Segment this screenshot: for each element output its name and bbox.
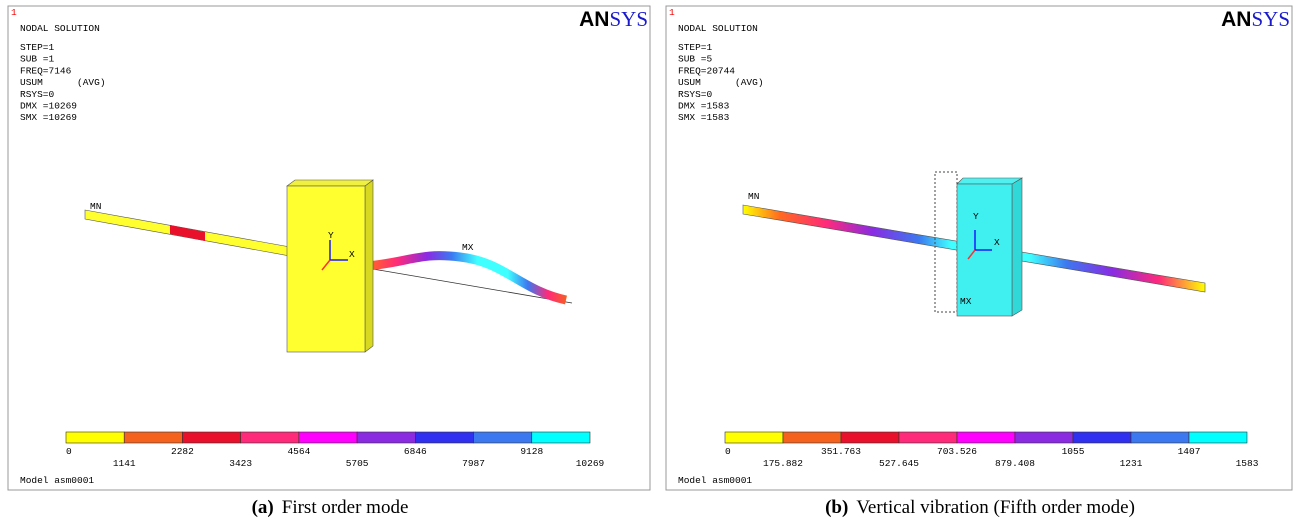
axis-z [967,249,976,260]
legend-label: 0 [66,446,72,457]
legend-label: 351.763 [821,446,861,457]
max-label: MX [462,242,474,253]
caption-text: Vertical vibration (Fifth order mode) [856,497,1135,518]
legend-label: 1055 [1062,446,1085,457]
axis-y-label: Y [328,230,334,241]
deformed-beam [366,251,568,305]
panel-b [665,5,1293,491]
legend-label: 1231 [1120,458,1143,469]
axis-y-label: Y [973,211,979,222]
max-label: MX [960,296,972,307]
caption-tag: (a) [252,497,274,518]
window-number: 1 [11,7,17,18]
legend-cell [1130,431,1190,444]
logo: ANSYS [579,7,648,31]
caption: (b) Vertical vibration (Fifth order mode) [825,497,1135,518]
legend-cell [724,431,784,444]
legend-cell [123,431,183,444]
legend-label: 7987 [462,458,485,469]
info-line: RSYS=0 [678,89,713,100]
logo: ANSYS [1221,7,1290,31]
plate [286,185,366,353]
legend-cell [1072,431,1132,444]
info-line: STEP=1 [678,42,713,53]
legend-label: 527.645 [879,458,919,469]
legend-cell [956,431,1016,444]
legend-cell [356,431,416,444]
legend-cell [840,431,900,444]
legend-cell [1014,431,1074,444]
info-line: SMX =1583 [678,112,730,123]
logo-an: AN [1221,8,1251,31]
min-label: MN [748,191,759,202]
info-line: FREQ=20744 [678,65,735,76]
legend-label: 879.408 [995,458,1035,469]
legend-cell [782,431,842,444]
caption: (a) First order mode [252,497,409,518]
legend-cell [298,431,358,444]
legend-label: 5705 [346,458,369,469]
legend-cell [415,431,474,444]
legend-label: 1407 [1178,446,1201,457]
legend-cell [473,431,533,444]
window-number: 1 [669,7,675,18]
info-line: SMX =10269 [20,112,77,123]
info-line: USUM (AVG) [678,77,764,88]
min-label: MN [90,201,101,212]
legend-label: 1141 [113,458,136,469]
logo-sys: SYS [609,7,648,31]
beam-band [170,225,205,241]
info-line: USUM (AVG) [20,77,106,88]
plate-side [364,179,374,353]
panel-a [7,5,651,491]
legend-cell [1188,431,1248,444]
legend-label: 1583 [1236,458,1259,469]
legend-label: 0 [725,446,731,457]
plate-side [1011,177,1023,317]
info-line: RSYS=0 [20,89,55,100]
legend-cell [182,431,241,444]
legend-label: 175.882 [763,458,803,469]
logo-sys: SYS [1251,7,1290,31]
legend-cell [898,431,958,444]
info-line: DMX =1583 [678,101,730,112]
axis-x-label: X [349,249,355,260]
legend-label: 2282 [171,446,194,457]
axis-x-label: X [994,237,1000,248]
info-line: SUB =5 [678,54,713,65]
legend-label: 703.526 [937,446,977,457]
legend-label: 9128 [520,446,543,457]
legend-cell [65,431,125,444]
logo-an: AN [579,8,609,31]
info-line: STEP=1 [20,42,55,53]
plot-title: NODAL SOLUTION [678,23,758,34]
legend-label: 10269 [576,458,605,469]
caption-text: First order mode [282,497,409,518]
model-name: Model asm0001 [20,475,94,486]
legend-label: 4564 [287,446,310,457]
plate-top [956,177,1024,185]
axis-z [321,259,331,271]
legend-label: 6846 [404,446,427,457]
legend-cell [531,431,591,444]
caption-tag: (b) [825,497,848,518]
info-line: SUB =1 [20,54,55,65]
legend-cell [240,431,300,444]
info-line: DMX =10269 [20,101,77,112]
legend-label: 3423 [229,458,252,469]
info-line: FREQ=7146 [20,65,72,76]
model-name: Model asm0001 [678,475,752,486]
plate-top [286,179,374,187]
undeformed-outline [366,267,573,304]
plot-title: NODAL SOLUTION [20,23,100,34]
